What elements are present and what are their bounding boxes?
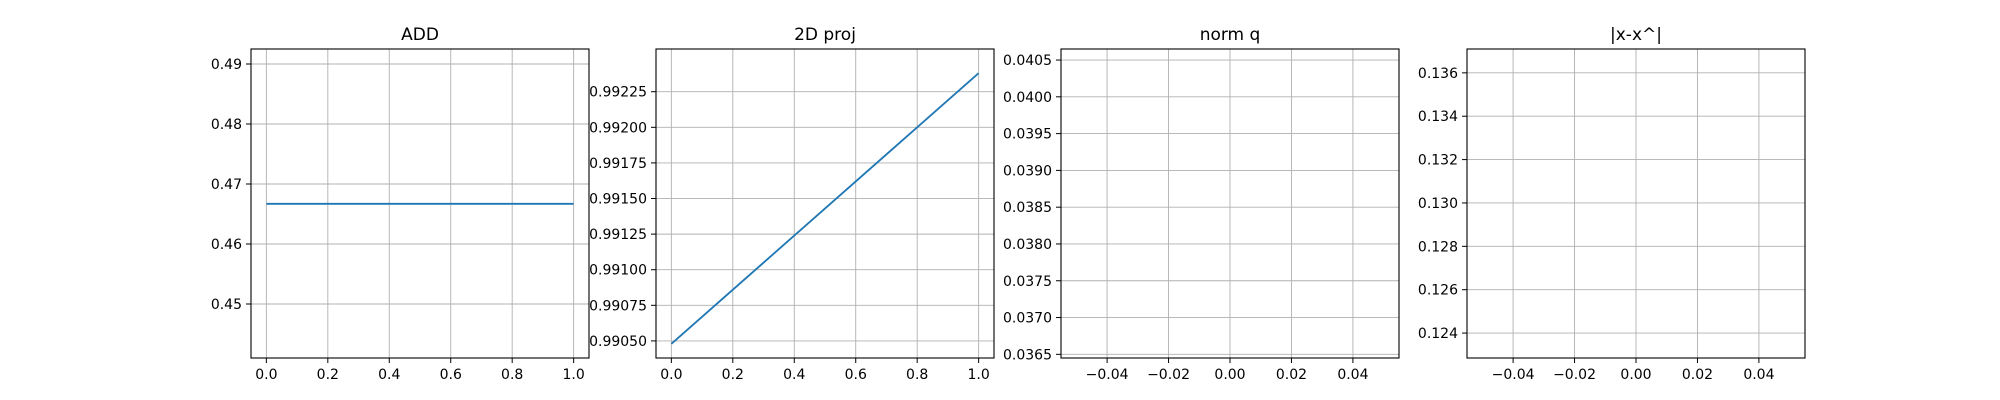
y-tick-label: 0.0405 (1003, 53, 1052, 69)
y-tick-label: 0.134 (1418, 109, 1458, 125)
x-tick-label: −0.02 (1553, 367, 1596, 383)
grid-lines (1467, 49, 1805, 358)
subplot-title: norm q (1200, 25, 1261, 45)
x-tick-label: 0.04 (1337, 367, 1368, 383)
x-tick-label: 0.02 (1682, 367, 1713, 383)
y-tick-label: 0.45 (211, 297, 242, 313)
x-tick-label: 0.0 (255, 367, 277, 383)
ticks: −0.04 −0.02 0.00 0.02 0.04 0.0365 0.0370 0.0375… (1003, 53, 1369, 383)
y-tick-label: 0.46 (211, 237, 242, 253)
y-tick-label: 0.0400 (1003, 90, 1052, 106)
x-tick-label: 0.0 (660, 367, 682, 383)
x-tick-label: 0.4 (378, 367, 400, 383)
x-tick-label: 0.6 (440, 367, 462, 383)
y-tick-label: 0.99125 (589, 227, 647, 243)
x-tick-label: 0.2 (317, 367, 339, 383)
subplot-title: |x-x^| (1610, 25, 1662, 45)
y-tick-label: 0.49 (211, 57, 242, 73)
grid-lines (1061, 49, 1399, 358)
subplot-title: 2D proj (794, 25, 856, 45)
x-tick-label: −0.04 (1492, 367, 1535, 383)
y-tick-label: 0.99075 (589, 298, 647, 314)
x-tick-label: 0.8 (501, 367, 523, 383)
axes-frame (655, 48, 995, 359)
ticks: −0.04 −0.02 0.00 0.02 0.04 0.124 0.126 0.128 0.1… (1418, 66, 1775, 383)
subplot-x-error: −0.04 −0.02 0.00 0.02 0.04 0.124 0.126 0.128 0.1… (1418, 25, 1806, 383)
x-tick-label: 1.0 (563, 367, 585, 383)
y-tick-label: 0.0370 (1003, 311, 1052, 327)
y-tick-label: 0.99225 (589, 85, 647, 101)
ticks: 0.0 0.2 0.4 0.6 0.8 1.0 0.99050 0.99075 0.99100 0… (589, 85, 990, 383)
x-tick-label: 0.00 (1214, 367, 1245, 383)
y-tick-label: 0.47 (211, 177, 242, 193)
y-tick-label: 0.99200 (589, 120, 647, 136)
x-tick-label: 1.0 (968, 367, 990, 383)
series-lines (670, 72, 980, 345)
subplot-2d-proj: 0.0 0.2 0.4 0.6 0.8 1.0 0.99050 0.99075 0.99100 0… (589, 25, 995, 383)
x-tick-label: 0.8 (906, 367, 928, 383)
y-tick-label: 0.48 (211, 117, 242, 133)
y-tick-label: 0.128 (1418, 239, 1458, 255)
y-tick-label: 0.136 (1418, 66, 1458, 82)
x-tick-label: 0.2 (722, 367, 744, 383)
subplot-title: ADD (401, 25, 439, 45)
x-tick-label: 0.04 (1743, 367, 1774, 383)
x-tick-label: 0.4 (783, 367, 805, 383)
y-tick-label: 0.0365 (1003, 347, 1052, 363)
y-tick-label: 0.99050 (589, 334, 647, 350)
x-tick-label: 0.6 (845, 367, 867, 383)
x-tick-label: −0.04 (1086, 367, 1129, 383)
y-tick-label: 0.0380 (1003, 237, 1052, 253)
subplot-norm-q: −0.04 −0.02 0.00 0.02 0.04 0.0365 0.0370 0.0375… (1003, 25, 1400, 383)
y-tick-label: 0.124 (1418, 326, 1458, 342)
ticks: 0.0 0.2 0.4 0.6 0.8 1.0 0.45 0.46 0.47 0.48 0.49 (211, 57, 585, 383)
axes-frame (250, 48, 590, 359)
y-tick-label: 0.0385 (1003, 200, 1052, 216)
grid-lines (656, 49, 994, 358)
y-tick-label: 0.0375 (1003, 274, 1052, 290)
y-tick-label: 0.0395 (1003, 127, 1052, 143)
series-line (670, 72, 980, 345)
subplot-add: 0.0 0.2 0.4 0.6 0.8 1.0 0.45 0.46 0.47 0.48 0.49 A… (211, 25, 590, 383)
y-tick-label: 0.99175 (589, 156, 647, 172)
y-tick-label: 0.130 (1418, 196, 1458, 212)
x-tick-label: 0.00 (1620, 367, 1651, 383)
y-tick-label: 0.132 (1418, 153, 1458, 169)
x-tick-label: 0.02 (1276, 367, 1307, 383)
y-tick-label: 0.0390 (1003, 163, 1052, 179)
x-tick-label: −0.02 (1147, 367, 1190, 383)
y-tick-label: 0.126 (1418, 283, 1458, 299)
y-tick-label: 0.99150 (589, 192, 647, 208)
y-tick-label: 0.99100 (589, 263, 647, 279)
